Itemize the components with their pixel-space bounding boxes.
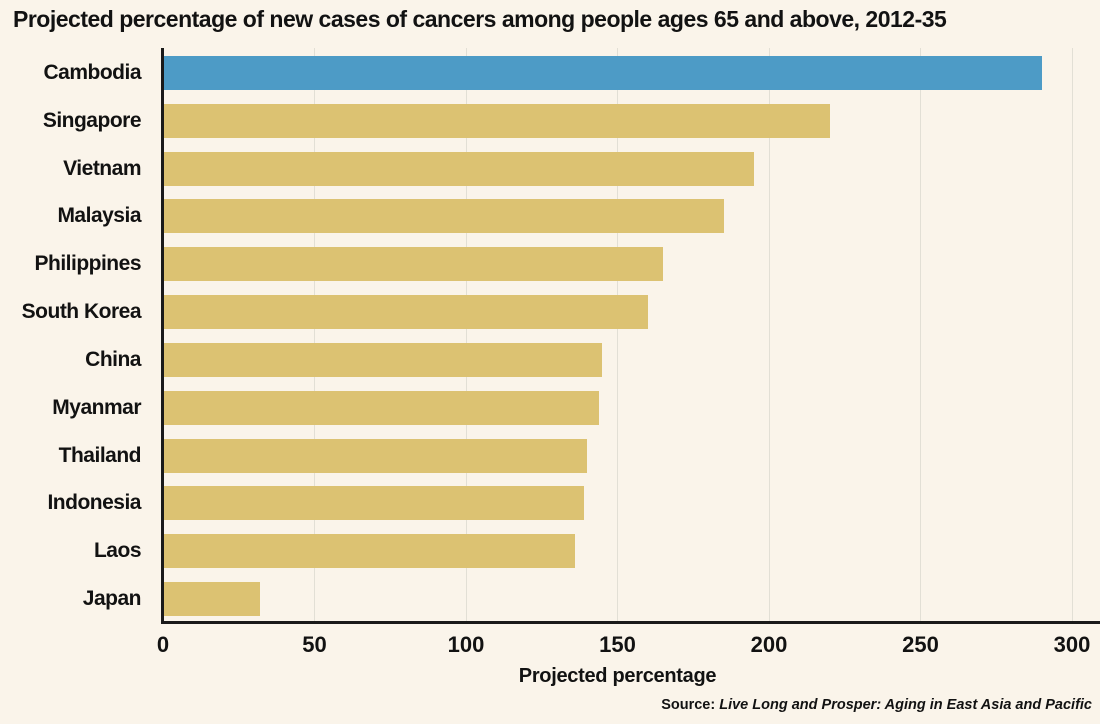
bar-philippines [163,247,663,282]
x-tick-label-200: 200 [750,632,788,657]
category-label-vietnam: Vietnam [63,156,141,180]
category-label-singapore: Singapore [42,108,142,132]
bar-china [163,342,603,377]
gridline-200 [768,48,770,622]
gridline-150 [617,48,618,622]
gridline-100 [465,48,467,622]
y-axis-line [161,48,164,623]
category-label-thailand: Thailand [58,443,142,467]
bar-south-korea [163,295,648,330]
category-label-japan: Japan [82,587,142,611]
source-note: Source: Live Long and Prosper: Aging in … [661,697,1092,713]
bar-vietnam [163,151,754,186]
x-tick-label-150: 150 [599,632,636,657]
bar-cambodia [163,55,1042,90]
bar-malaysia [163,199,724,234]
category-label-laos: Laos [93,539,142,563]
category-label-indonesia: Indonesia [47,491,141,515]
plot-area [163,48,1073,622]
bar-singapore [163,103,830,138]
source-text: Live Long and Prosper: Aging in East Asi… [719,697,1092,713]
x-tick-label-100: 100 [447,632,485,657]
x-tick-label-50: 50 [302,632,327,657]
gridline-50 [314,48,315,622]
x-tick-label-300: 300 [1053,632,1091,657]
gridline-250 [920,48,921,622]
category-label-myanmar: Myanmar [52,395,141,419]
category-label-china: China [85,347,141,371]
category-label-philippines: Philippines [34,252,141,276]
bar-myanmar [163,390,600,425]
gridline-300 [1071,48,1073,622]
bar-laos [163,534,576,569]
bar-indonesia [163,486,585,521]
x-axis-title: Projected percentage [518,665,717,687]
category-label-south-korea: South Korea [21,300,142,324]
chart-title: Projected percentage of new cases of can… [13,6,947,32]
category-label-malaysia: Malaysia [57,204,141,228]
x-tick-label-250: 250 [902,632,939,657]
category-label-cambodia: Cambodia [43,60,141,84]
x-tick-label-0: 0 [156,632,170,657]
bar-thailand [163,438,588,473]
bar-japan [163,582,260,617]
x-axis-line [161,621,1100,624]
source-prefix: Source: [661,697,716,713]
